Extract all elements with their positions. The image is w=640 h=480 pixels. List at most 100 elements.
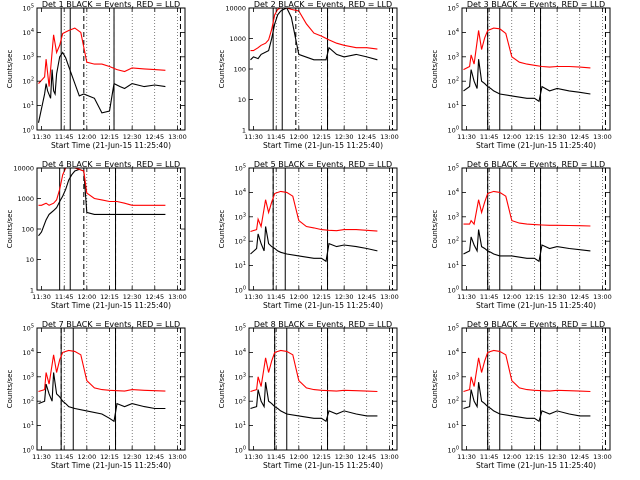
- y-tick-label: 102: [235, 237, 246, 246]
- x-tick-label: 12:00: [289, 453, 308, 461]
- y-tick-label: 10: [238, 96, 246, 104]
- x-tick-label: 12:45: [570, 133, 589, 141]
- panel-det-1: 100 101 102 103 104 105 11:30 11:45 12:00 12:15 12…: [6, 0, 187, 150]
- x-tick-label: 12:30: [335, 133, 354, 141]
- x-tick-label: 11:30: [244, 293, 263, 301]
- y-tick-label: 103: [23, 52, 34, 61]
- y-tick-label: 104: [235, 188, 246, 197]
- y-axis-label: Counts/sec: [6, 50, 14, 89]
- x-tick-label: 12:45: [145, 293, 164, 301]
- x-axis-label: Start Time (21-Jun-15 11:25:40): [263, 301, 383, 310]
- y-tick-label: 100: [234, 66, 246, 74]
- x-tick-label: 12:45: [570, 293, 589, 301]
- x-tick-label: 13:00: [593, 293, 612, 301]
- panel-title: Det 2 BLACK = Events, RED = LLD: [254, 0, 392, 9]
- plot-frame: [461, 167, 611, 291]
- x-tick-label: 12:30: [335, 293, 354, 301]
- y-tick-label: 104: [448, 348, 459, 357]
- panel-title: Det 1 BLACK = Events, RED = LLD: [42, 0, 180, 9]
- y-tick-label: 101: [448, 421, 459, 430]
- x-tick-label: 12:00: [289, 293, 308, 301]
- series-lld: [250, 349, 378, 393]
- y-tick-label: 1: [242, 127, 246, 135]
- series-lld: [250, 8, 378, 52]
- plot-frame: [461, 327, 611, 451]
- panel-title: Det 3 BLACK = Events, RED = LLD: [467, 0, 605, 9]
- y-tick-label: 101: [448, 101, 459, 110]
- y-tick-label: 104: [235, 348, 246, 357]
- y-tick-label: 101: [23, 101, 34, 110]
- panel-det-8: 100 101 102 103 104 105 11:30 11:45 12:00 12:15 12…: [218, 320, 399, 470]
- series-events: [463, 382, 591, 423]
- x-tick-label: 12:45: [357, 133, 376, 141]
- y-tick-label: 103: [235, 372, 246, 381]
- series-events: [250, 382, 378, 423]
- y-tick-label: 100: [235, 286, 246, 295]
- series-lld: [38, 27, 166, 87]
- x-tick-label: 13:00: [168, 453, 187, 461]
- y-tick-label: 1: [30, 287, 34, 295]
- x-tick-label: 11:30: [32, 293, 51, 301]
- y-axis-label: Counts/sec: [218, 50, 226, 89]
- x-tick-label: 11:30: [244, 133, 263, 141]
- y-axis-label: Counts/sec: [6, 210, 14, 249]
- series-events: [463, 229, 591, 263]
- x-tick-label: 12:45: [357, 293, 376, 301]
- x-tick-label: 12:45: [570, 453, 589, 461]
- x-tick-label: 12:00: [77, 133, 96, 141]
- panel-title: Det 8 BLACK = Events, RED = LLD: [254, 320, 392, 329]
- y-tick-label: 10000: [13, 165, 34, 173]
- x-tick-label: 11:45: [55, 293, 74, 301]
- panel-det-4: 1 10 100 1000 10000 11:30 11:45 12:00 12:15 12:30…: [6, 160, 187, 310]
- x-axis-label: Start Time (21-Jun-15 11:25:40): [263, 461, 383, 470]
- y-tick-label: 100: [23, 126, 34, 135]
- x-tick-label: 11:30: [32, 453, 51, 461]
- x-tick-label: 12:15: [312, 453, 331, 461]
- panel-det-6: 100 101 102 103 104 105 11:30 11:45 12:00 12:15 12…: [431, 160, 612, 310]
- x-tick-label: 12:15: [100, 453, 119, 461]
- y-tick-label: 105: [448, 4, 459, 13]
- x-tick-label: 11:45: [480, 453, 499, 461]
- x-tick-label: 11:45: [267, 133, 286, 141]
- panel-title: Det 9 BLACK = Events, RED = LLD: [467, 320, 605, 329]
- y-tick-label: 1000: [229, 35, 246, 43]
- x-tick-label: 12:30: [123, 453, 142, 461]
- x-tick-label: 12:30: [335, 453, 354, 461]
- x-tick-label: 13:00: [168, 133, 187, 141]
- y-tick-label: 100: [448, 126, 459, 135]
- y-tick-label: 102: [235, 397, 246, 406]
- y-tick-label: 105: [448, 324, 459, 333]
- x-axis-label: Start Time (21-Jun-15 11:25:40): [51, 301, 171, 310]
- y-tick-label: 103: [235, 212, 246, 221]
- x-tick-label: 11:45: [480, 133, 499, 141]
- y-tick-label: 100: [23, 446, 34, 455]
- x-tick-label: 12:15: [525, 133, 544, 141]
- panel-title: Det 5 BLACK = Events, RED = LLD: [254, 160, 392, 169]
- y-axis-label: Counts/sec: [431, 50, 439, 89]
- x-tick-label: 11:45: [267, 293, 286, 301]
- x-tick-label: 12:30: [548, 133, 567, 141]
- x-tick-label: 11:30: [244, 453, 263, 461]
- series-events: [38, 372, 166, 423]
- x-tick-label: 12:15: [100, 293, 119, 301]
- x-tick-label: 12:30: [548, 293, 567, 301]
- x-axis-label: Start Time (21-Jun-15 11:25:40): [476, 141, 596, 150]
- x-tick-label: 12:45: [145, 453, 164, 461]
- x-tick-label: 12:00: [77, 453, 96, 461]
- y-tick-label: 10000: [225, 5, 246, 13]
- panel-title: Det 6 BLACK = Events, RED = LLD: [467, 160, 605, 169]
- x-tick-label: 12:00: [289, 133, 308, 141]
- x-axis-label: Start Time (21-Jun-15 11:25:40): [263, 141, 383, 150]
- panel-det-9: 100 101 102 103 104 105 11:30 11:45 12:00 12:15 12…: [431, 320, 612, 470]
- x-tick-label: 11:30: [457, 293, 476, 301]
- y-tick-label: 10: [26, 256, 34, 264]
- y-tick-label: 101: [448, 261, 459, 270]
- y-axis-label: Counts/sec: [218, 210, 226, 249]
- x-tick-label: 11:30: [32, 133, 51, 141]
- y-tick-label: 103: [448, 212, 459, 221]
- y-tick-label: 104: [23, 348, 34, 357]
- x-tick-label: 12:15: [312, 293, 331, 301]
- y-tick-label: 100: [22, 226, 34, 234]
- panel-det-3: 100 101 102 103 104 105 11:30 11:45 12:00 12:15 12…: [431, 0, 612, 150]
